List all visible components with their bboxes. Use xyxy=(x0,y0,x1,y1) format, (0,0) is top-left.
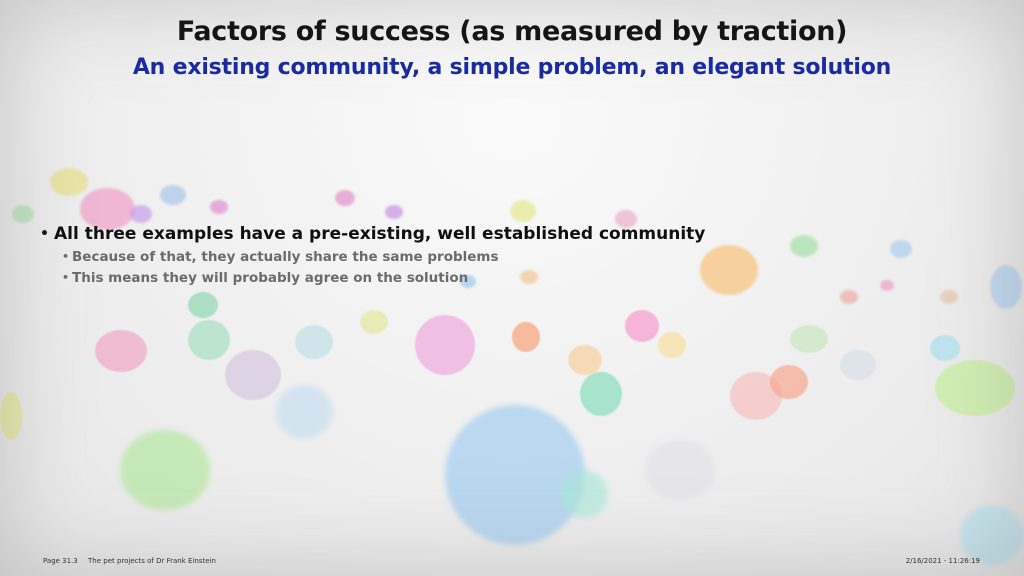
bullet-dot-icon: • xyxy=(40,226,49,242)
background-ball xyxy=(130,205,152,223)
page-number: Page 31.3 xyxy=(43,557,78,565)
background-ball xyxy=(645,440,715,500)
background-ball xyxy=(295,325,333,359)
footer-datetime: 2/16/2021 - 11:26:19 xyxy=(905,557,980,565)
background-ball xyxy=(560,470,608,518)
background-ball xyxy=(510,200,536,222)
background-ball xyxy=(990,265,1022,309)
background-ball xyxy=(790,235,818,257)
background-ball xyxy=(80,188,135,230)
bullet-dot-icon: • xyxy=(62,250,70,263)
background-ball xyxy=(520,270,538,284)
background-ball xyxy=(615,210,637,228)
background-ball xyxy=(790,325,828,353)
background-ball xyxy=(95,330,147,372)
background-ball xyxy=(770,365,808,399)
background-ball xyxy=(935,360,1015,416)
background-ball xyxy=(0,392,22,440)
background-ball xyxy=(880,280,894,291)
background-ball xyxy=(275,385,333,439)
slide-title: Factors of success (as measured by tract… xyxy=(176,16,848,47)
background-ball xyxy=(188,292,218,318)
background-ball xyxy=(625,310,659,342)
background-ball xyxy=(512,322,540,352)
background-ball xyxy=(890,240,912,258)
presentation-title: The pet projects of Dr Frank Einstein xyxy=(88,557,216,565)
background-ball xyxy=(840,350,876,380)
footer-left: Page 31.3 The pet projects of Dr Frank E… xyxy=(43,557,224,565)
background-ball xyxy=(445,405,585,545)
bullet-dot-icon: • xyxy=(62,271,70,284)
background-ball xyxy=(188,320,230,360)
background-ball xyxy=(415,315,475,375)
background-ball xyxy=(385,205,403,219)
background-ball xyxy=(930,335,960,361)
slide-subtitle: An existing community, a simple problem,… xyxy=(132,55,892,80)
background-ball xyxy=(460,275,476,288)
background-ball xyxy=(50,168,88,196)
sub-bullet-item: • Because of that, they actually share t… xyxy=(62,246,940,267)
bullet-list: • All three examples have a pre-existing… xyxy=(40,222,940,288)
bullet-text: All three examples have a pre-existing, … xyxy=(54,224,706,244)
background-ball xyxy=(940,290,958,304)
background-ball xyxy=(580,372,622,416)
background-ball xyxy=(360,310,388,334)
background-ball xyxy=(160,185,186,205)
background-ball xyxy=(960,505,1024,565)
sub-bullet-item: • This means they will probably agree on… xyxy=(62,267,940,288)
bullet-item: • All three examples have a pre-existing… xyxy=(40,222,940,246)
background-ball xyxy=(225,350,281,400)
background-ball xyxy=(700,245,758,295)
background-ball xyxy=(840,290,858,304)
sub-bullet-text: This means they will probably agree on t… xyxy=(72,269,469,286)
sub-bullet-text: Because of that, they actually share the… xyxy=(72,248,499,265)
background-ball xyxy=(12,205,34,223)
background-ball xyxy=(210,200,228,214)
background-ball xyxy=(658,332,686,358)
background-ball xyxy=(120,430,210,510)
background-ball xyxy=(568,345,602,375)
background-ball xyxy=(335,190,355,206)
